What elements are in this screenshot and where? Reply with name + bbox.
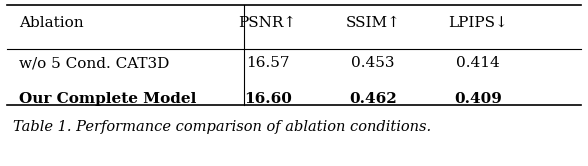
Text: Ablation: Ablation bbox=[19, 16, 83, 30]
Text: Our Complete Model: Our Complete Model bbox=[19, 92, 196, 106]
Text: 0.462: 0.462 bbox=[349, 92, 397, 106]
Text: 0.409: 0.409 bbox=[455, 92, 502, 106]
Text: 0.414: 0.414 bbox=[456, 56, 500, 70]
Text: w/o 5 Cond. CAT3D: w/o 5 Cond. CAT3D bbox=[19, 56, 169, 70]
Text: 16.57: 16.57 bbox=[246, 56, 289, 70]
Text: SSIM↑: SSIM↑ bbox=[346, 16, 400, 30]
Text: PSNR↑: PSNR↑ bbox=[239, 16, 297, 30]
Text: LPIPS↓: LPIPS↓ bbox=[449, 16, 508, 30]
Text: 16.60: 16.60 bbox=[244, 92, 292, 106]
Text: 0.453: 0.453 bbox=[351, 56, 395, 70]
Text: Table 1. Performance comparison of ablation conditions.: Table 1. Performance comparison of ablat… bbox=[13, 120, 431, 134]
